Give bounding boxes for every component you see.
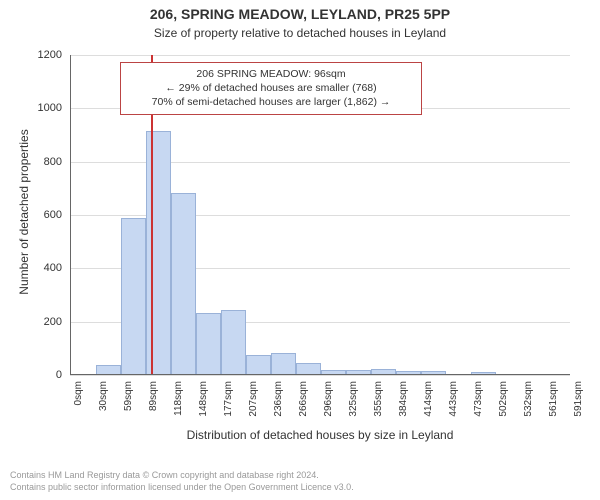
x-tick-label: 207sqm bbox=[248, 381, 259, 417]
x-tick-label: 236sqm bbox=[273, 381, 284, 417]
y-tick-label: 200 bbox=[44, 316, 62, 328]
x-tick-label: 89sqm bbox=[148, 381, 159, 411]
y-tick-label: 0 bbox=[56, 369, 62, 381]
y-tick-label: 400 bbox=[44, 262, 62, 274]
x-tick-label: 148sqm bbox=[198, 381, 209, 417]
x-tick-label: 443sqm bbox=[448, 381, 459, 417]
chart-frame: 206, SPRING MEADOW, LEYLAND, PR25 5PP Si… bbox=[0, 0, 600, 500]
gridline bbox=[70, 375, 570, 376]
y-axis-label: Number of detached properties bbox=[17, 112, 31, 312]
histogram-bar bbox=[121, 218, 147, 375]
chart-subtitle: Size of property relative to detached ho… bbox=[0, 26, 600, 40]
x-tick-label: 177sqm bbox=[223, 381, 234, 417]
x-tick-label: 0sqm bbox=[73, 381, 84, 405]
x-tick-label: 325sqm bbox=[348, 381, 359, 417]
x-tick-label: 355sqm bbox=[373, 381, 384, 417]
info-line-1: 206 SPRING MEADOW: 96sqm bbox=[131, 67, 411, 81]
info-line-2: ← 29% of detached houses are smaller (76… bbox=[131, 81, 411, 95]
x-tick-label: 30sqm bbox=[98, 381, 109, 411]
footer-line-1: Contains HM Land Registry data © Crown c… bbox=[10, 470, 319, 480]
footer-line-2: Contains public sector information licen… bbox=[10, 482, 354, 492]
y-tick-label: 1200 bbox=[38, 49, 62, 61]
gridline bbox=[70, 55, 570, 56]
y-tick-label: 1000 bbox=[38, 102, 62, 114]
x-tick-label: 384sqm bbox=[398, 381, 409, 417]
x-tick-label: 266sqm bbox=[298, 381, 309, 417]
x-tick-label: 502sqm bbox=[498, 381, 509, 417]
y-tick-label: 800 bbox=[44, 156, 62, 168]
histogram-bar bbox=[221, 310, 247, 375]
x-tick-label: 473sqm bbox=[473, 381, 484, 417]
x-axis-line bbox=[70, 374, 570, 375]
x-axis-label: Distribution of detached houses by size … bbox=[70, 428, 570, 442]
histogram-bar bbox=[196, 313, 222, 375]
histogram-bar bbox=[271, 353, 297, 375]
x-tick-label: 118sqm bbox=[173, 381, 184, 416]
address-title: 206, SPRING MEADOW, LEYLAND, PR25 5PP bbox=[0, 6, 600, 22]
y-tick-label: 600 bbox=[44, 209, 62, 221]
x-tick-label: 561sqm bbox=[548, 381, 559, 417]
info-box: 206 SPRING MEADOW: 96sqm ← 29% of detach… bbox=[120, 62, 422, 115]
histogram-bar bbox=[171, 193, 197, 375]
info-line-3: 70% of semi-detached houses are larger (… bbox=[131, 95, 411, 109]
x-tick-label: 414sqm bbox=[423, 381, 434, 417]
histogram-bar bbox=[246, 355, 272, 375]
histogram-bar bbox=[146, 131, 172, 375]
x-tick-label: 296sqm bbox=[323, 381, 334, 417]
y-axis-line bbox=[70, 55, 71, 375]
x-tick-label: 532sqm bbox=[523, 381, 534, 417]
x-tick-label: 591sqm bbox=[573, 381, 584, 417]
x-tick-label: 59sqm bbox=[123, 381, 134, 411]
